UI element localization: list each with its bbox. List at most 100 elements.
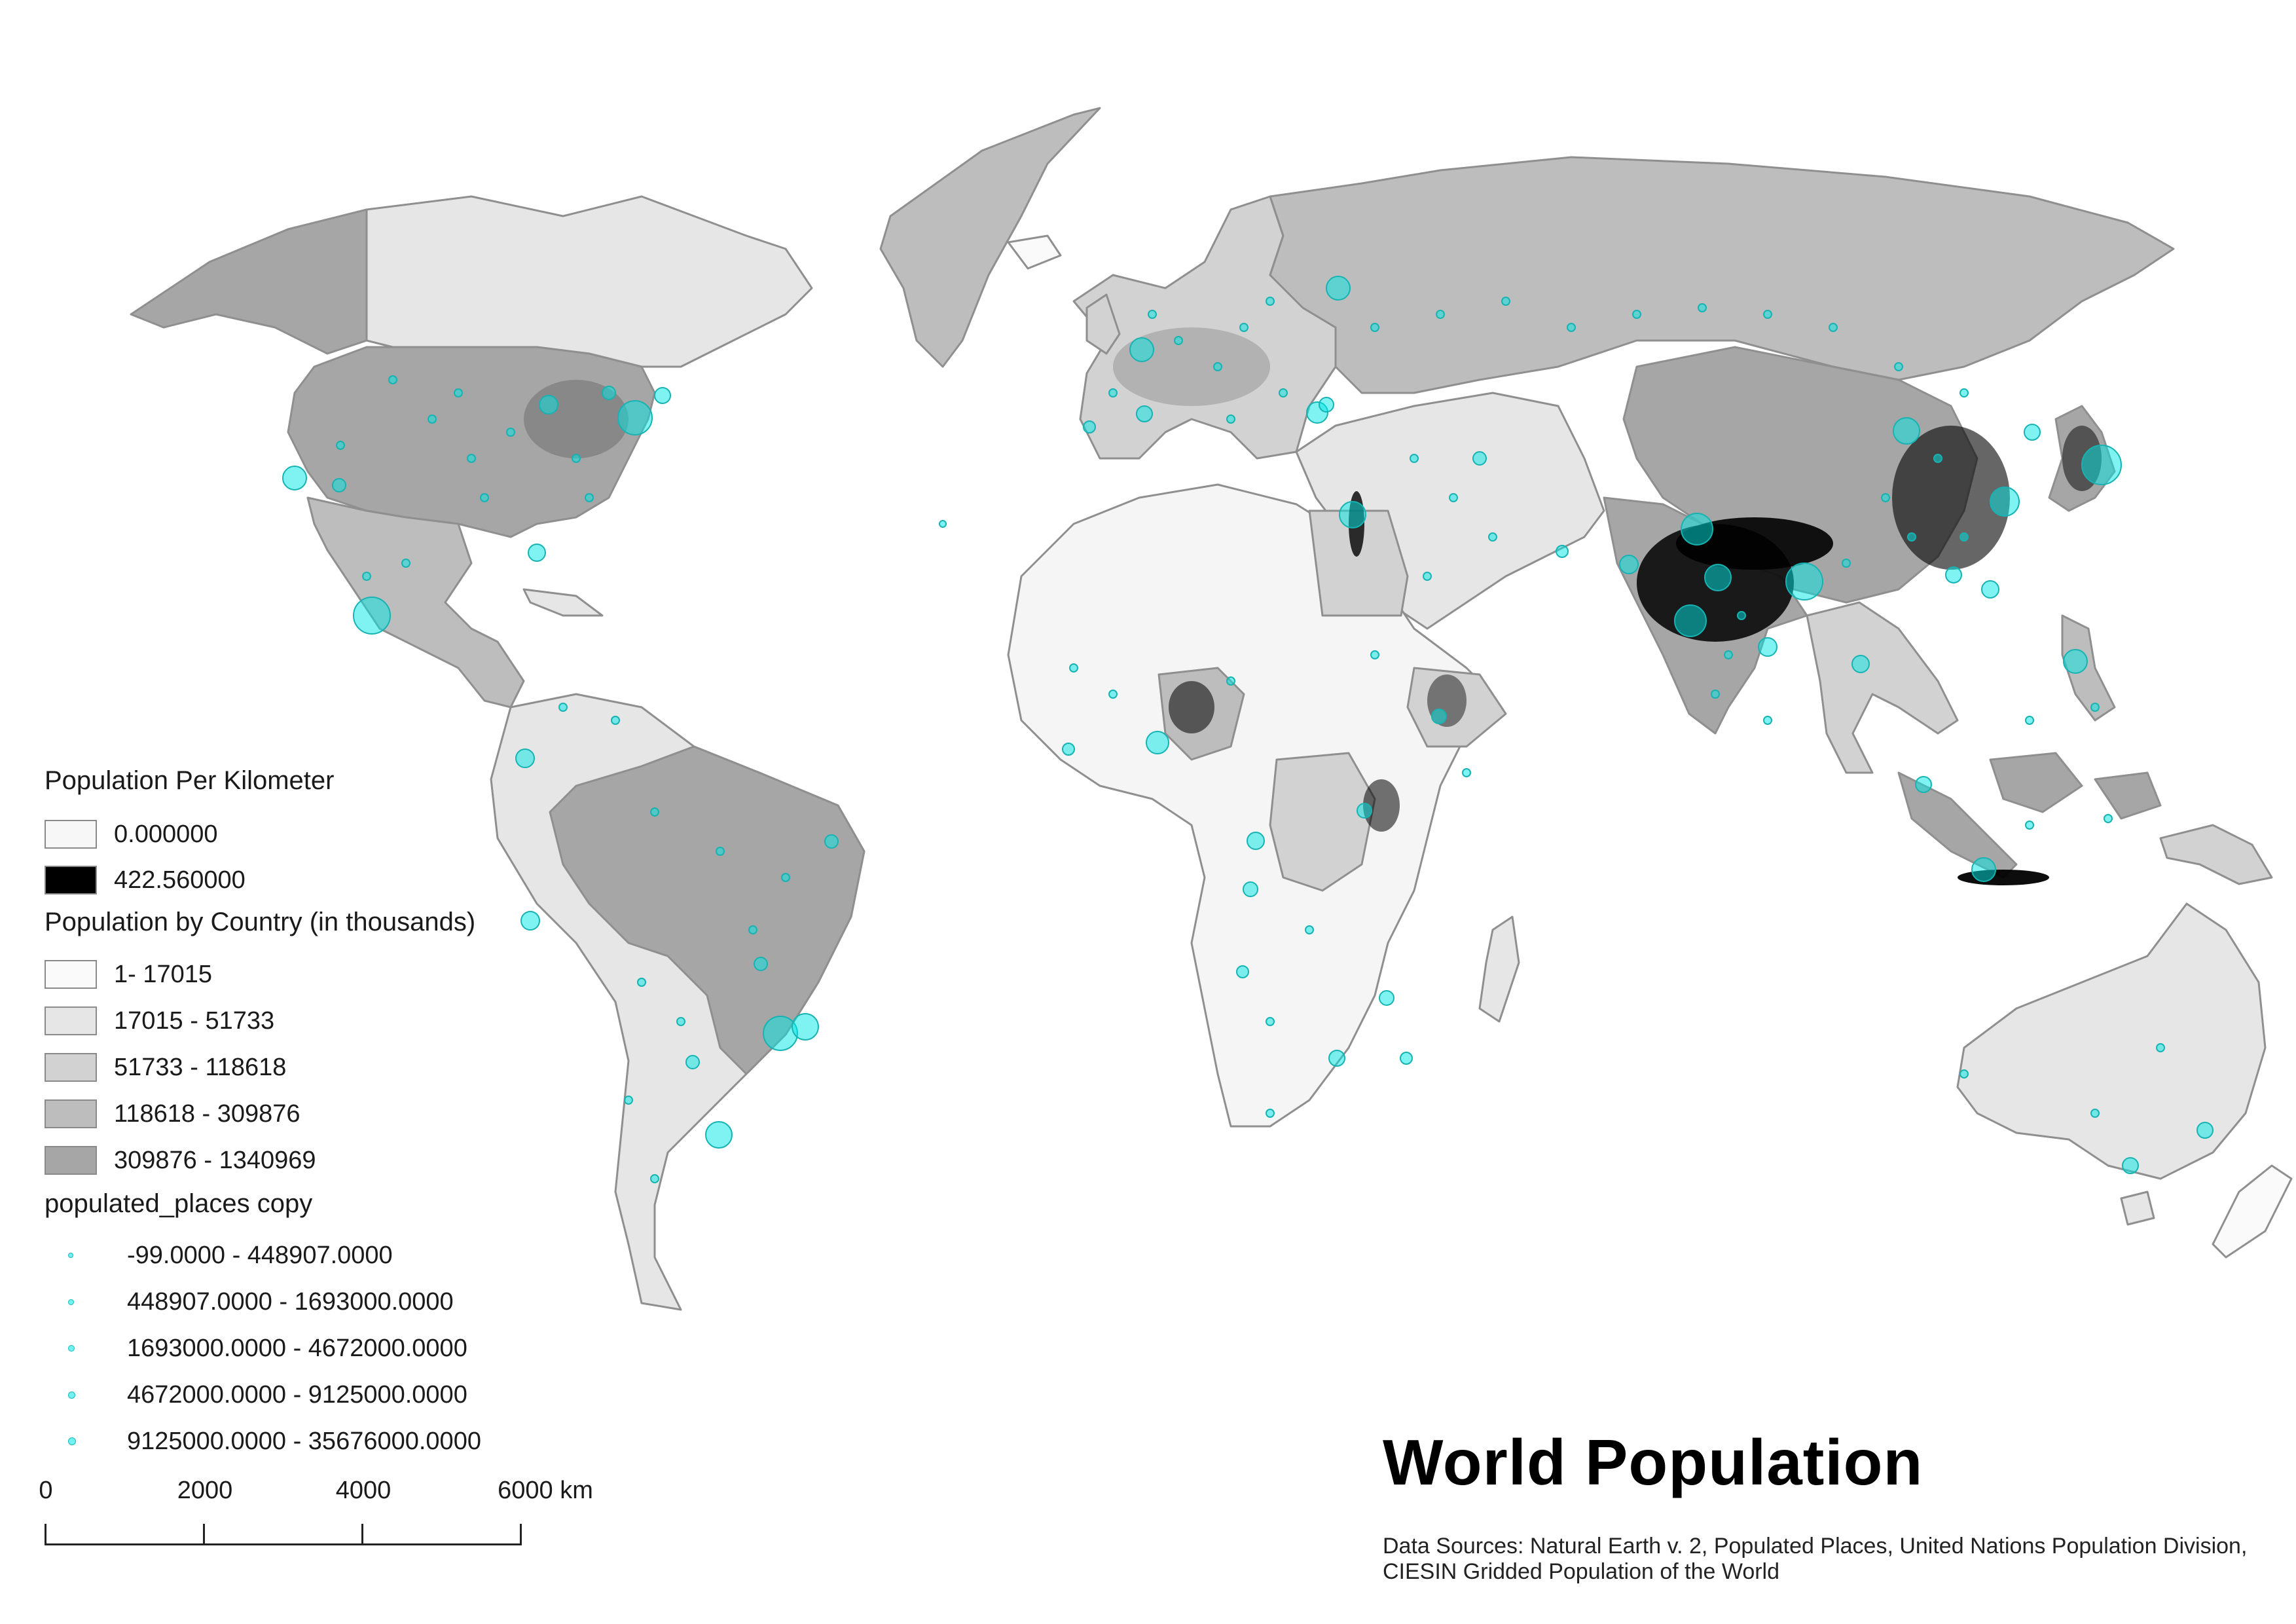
legend-label: 17015 - 51733 (114, 1006, 275, 1035)
legend-country-row: 51733 - 118618 (45, 1052, 286, 1083)
city-marker (528, 544, 546, 562)
city-marker (539, 395, 558, 415)
country-madagascar (1478, 915, 1520, 1023)
legend-label: 448907.0000 - 1693000.0000 (127, 1287, 454, 1316)
city-marker (1129, 337, 1154, 362)
city-marker (1136, 405, 1153, 422)
city-marker (617, 400, 653, 435)
city-marker (2063, 649, 2088, 674)
legend-swatch (45, 960, 97, 989)
city-marker (1357, 803, 1372, 819)
country-mexico (306, 496, 525, 709)
data-sources: Data Sources: Natural Earth v. 2, Popula… (1383, 1533, 2248, 1584)
city-marker (1758, 637, 1777, 657)
city-marker (1062, 743, 1075, 756)
city-marker (1851, 655, 1870, 673)
legend-label: 9125000.0000 - 35676000.0000 (127, 1427, 481, 1455)
country-china (1622, 346, 1978, 604)
legend-label: 1- 17015 (114, 960, 213, 988)
city-marker (1990, 487, 2020, 517)
country-tasmania (2120, 1190, 2155, 1226)
city-marker (1319, 397, 1334, 413)
legend-swatch (45, 1099, 97, 1128)
city-marker (353, 597, 391, 635)
country-new-zealand (2212, 1164, 2293, 1259)
legend-country-row: 118618 - 309876 (45, 1098, 301, 1130)
map-title: World Population (1383, 1426, 1923, 1498)
scale-bar: 0 2000 4000 6000 km (39, 1477, 593, 1555)
city-marker (2081, 445, 2122, 485)
density-east-china (1892, 426, 2010, 570)
legend-places-row: 1693000.0000 - 4672000.0000 (45, 1333, 467, 1364)
city-marker (602, 386, 616, 400)
country-indonesia (1897, 752, 2162, 879)
legend-city-dot (68, 1299, 74, 1305)
density-ganges (1676, 517, 1833, 570)
legend-places-row: 4672000.0000 - 9125000.0000 (45, 1379, 467, 1411)
legend-swatch (45, 866, 97, 895)
city-marker (1785, 563, 1823, 600)
city-marker (2122, 1157, 2139, 1174)
country-egypt (1308, 509, 1409, 617)
city-marker (1083, 420, 1096, 434)
title-block: World Population Data Sources: Natural E… (1383, 1426, 2286, 1585)
city-marker (515, 748, 535, 768)
scale-label: 4000 (335, 1477, 392, 1504)
city-marker (1431, 709, 1447, 724)
city-marker (1674, 604, 1707, 637)
country-canada (352, 195, 813, 368)
legend-label: -99.0000 - 448907.0000 (127, 1241, 393, 1269)
city-marker (1619, 555, 1639, 574)
country-greenland (879, 107, 1101, 368)
scale-label: 2000 (177, 1477, 233, 1504)
city-marker (705, 1121, 733, 1149)
country-uk (1085, 293, 1121, 355)
legend-city-dot (68, 1437, 76, 1445)
city-marker (1893, 417, 1920, 445)
country-ethiopia (1406, 667, 1507, 748)
city-marker (1945, 566, 1962, 583)
legend-country-row: 309876 - 1340969 (45, 1145, 316, 1176)
city-marker (1556, 545, 1569, 558)
city-marker (1681, 513, 1713, 545)
city-marker (1379, 990, 1394, 1006)
legend-swatch (45, 1053, 97, 1082)
legend-label: 422.560000 (114, 866, 246, 894)
legend-places-row: 448907.0000 - 1693000.0000 (45, 1286, 454, 1318)
city-marker (282, 466, 307, 490)
legend-density-min-row: 0.000000 (45, 819, 218, 850)
city-marker (1472, 451, 1487, 466)
country-australia (1956, 902, 2267, 1180)
city-marker (1247, 832, 1265, 850)
scale-label: 0 (39, 1477, 53, 1504)
legend-places-row: 9125000.0000 - 35676000.0000 (45, 1426, 481, 1457)
city-marker (824, 834, 839, 849)
country-alaska (130, 208, 368, 355)
legend-density-max-row: 422.560000 (45, 864, 246, 896)
city-marker (2196, 1122, 2214, 1139)
city-marker (1400, 1052, 1413, 1065)
city-marker (1328, 1050, 1345, 1067)
scale-tick (520, 1524, 522, 1545)
city-marker (754, 957, 768, 971)
city-marker (1971, 857, 1996, 882)
city-marker (792, 1013, 819, 1041)
city-marker (685, 1055, 700, 1069)
legend-country-row: 1- 17015 (45, 959, 212, 990)
legend-city-dot (68, 1345, 75, 1352)
legend-country-heading: Population by Country (in thousands) (45, 908, 476, 936)
scale-tick (45, 1524, 46, 1545)
scale-tick (203, 1524, 205, 1545)
city-marker (1981, 580, 1999, 599)
country-usa (287, 346, 656, 538)
legend-city-dot (68, 1253, 73, 1258)
legend-country-row: 17015 - 51733 (45, 1005, 274, 1037)
country-iceland (1007, 234, 1062, 270)
country-papua-new-guinea (2159, 824, 2273, 885)
city-marker (1236, 965, 1249, 978)
legend-density-heading: Population Per Kilometer (45, 766, 335, 795)
city-marker (763, 1016, 798, 1051)
density-nigeria (1169, 681, 1214, 733)
legend-city-dot (68, 1391, 75, 1399)
